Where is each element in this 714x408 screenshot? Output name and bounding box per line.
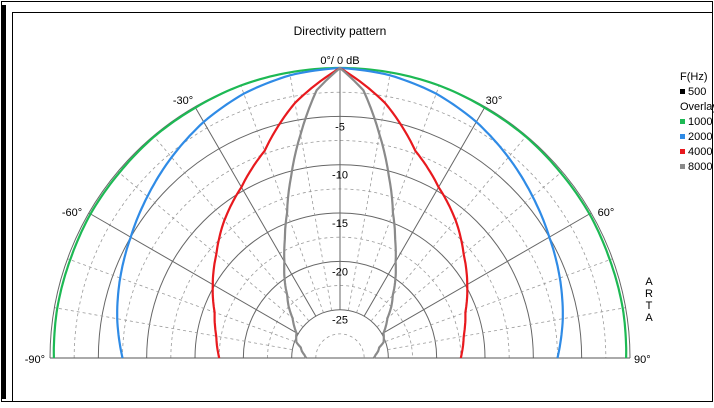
angle-tick-label: -60° [62,207,82,219]
radial-tick-label: -5 [335,121,345,133]
polar-grid [49,67,631,359]
side-label: A R T A [642,276,656,324]
legend-label-1000: 1000 [688,116,713,128]
legend-item-8000: 8000 [680,160,714,175]
grid-spoke-minor [347,72,391,311]
grid-ring-minor [122,140,558,359]
side-letter: A [645,276,653,288]
grid-spoke-major [194,106,317,317]
series-curves [52,66,628,359]
legend-swatch-4000 [680,149,685,154]
side-letter: T [645,300,653,312]
radial-tick-label: -10 [332,170,348,182]
radial-tick-label: -25 [332,315,348,327]
grid-spoke-major [381,212,592,335]
angle-tick-label: -30° [173,95,193,107]
radial-tick-label: -15 [332,218,348,230]
legend-swatch-main [680,89,685,94]
grid-spoke-minor [240,85,324,313]
angle-tick-label: 90° [634,354,651,366]
inner-frame [12,12,713,402]
legend-label-main: 500 [688,86,707,98]
legend-item-2000: 2000 [680,130,714,145]
angle-tick-label: 30° [486,95,503,107]
angle-tick-label: -90° [25,354,45,366]
grid-spoke-minor [117,171,304,328]
legend-label-4000: 4000 [688,146,713,158]
angle-tick-label: 60° [598,207,615,219]
grid-ring-minor [315,333,365,359]
grid-ring-minor [73,91,607,359]
radial-tick-label: -20 [332,266,348,278]
axis-labels: -90° -60° -30° 0°/ 0 dB 30° 60° 90° -5 -10 -15 -20… [25,55,651,366]
grid-spoke-minor [385,258,613,342]
grid-spoke-minor [153,135,310,322]
legend-item-main: 500 [680,85,714,100]
legend-label-2000: 2000 [688,131,713,143]
side-letter: A [645,312,653,324]
legend-item-4000: 4000 [680,145,714,160]
angle-tick-label: 0°/ 0 dB [320,55,359,67]
legend-item-1000: 1000 [680,115,714,130]
legend: F(Hz) 500 Overlay 1000 2000 4000 8000 [680,70,714,175]
grid-spoke-minor [387,307,626,351]
side-letter: R [645,288,653,300]
grid-spoke-minor [67,258,295,342]
grid-spoke-minor [370,135,527,322]
chart-title: Directivity pattern [294,24,387,38]
grid-spoke-minor [356,85,440,313]
grid-spoke-major [363,106,486,317]
legend-label-8000: 8000 [688,161,713,173]
legend-swatch-1000 [680,119,685,124]
legend-swatch-2000 [680,134,685,139]
grid-spoke-minor [289,72,333,311]
grid-ring-minor [267,285,413,359]
series-8000-line [283,66,397,359]
legend-overlay-label: Overlay [680,101,714,113]
grid-spoke-minor [54,307,293,351]
legend-header: F(Hz) [680,71,708,83]
legend-swatch-8000 [680,164,685,169]
grid-spoke-major [88,212,299,335]
grid-spoke-minor [376,171,563,328]
